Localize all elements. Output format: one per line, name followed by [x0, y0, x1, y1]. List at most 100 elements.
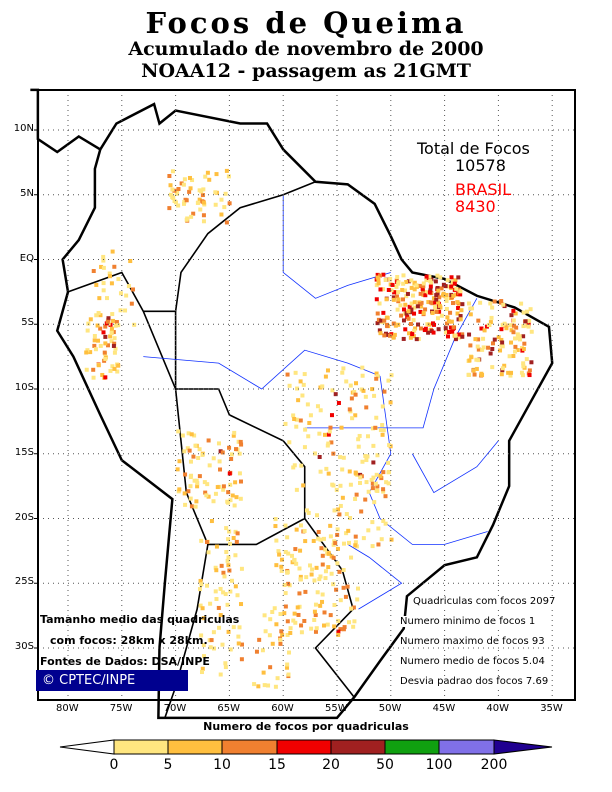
fire-cell: [224, 220, 229, 225]
fire-cell: [363, 453, 368, 458]
fire-cell: [382, 389, 387, 394]
fire-cell: [124, 293, 129, 298]
grid-size-note-2: com focos: 28km x 28km.: [50, 634, 208, 647]
fire-cell: [260, 648, 265, 653]
fire-cell: [338, 483, 343, 488]
fire-cell: [527, 373, 532, 378]
fire-cell: [521, 364, 526, 369]
fire-cell: [448, 310, 453, 315]
fire-cell: [445, 278, 450, 283]
fire-cell: [401, 273, 406, 278]
fire-cell: [439, 286, 444, 291]
fire-cell: [499, 337, 504, 342]
fire-cell: [323, 547, 328, 552]
fire-cell: [102, 350, 107, 355]
fire-cell: [403, 327, 408, 332]
fire-cell: [287, 383, 292, 388]
fire-cell: [262, 613, 267, 618]
fire-cell: [227, 529, 232, 534]
fire-cell: [287, 440, 292, 445]
fire-cell: [386, 481, 391, 486]
fire-cell: [437, 309, 442, 314]
fire-cell: [430, 311, 435, 316]
fire-cell: [391, 297, 396, 302]
fire-cell: [85, 328, 90, 333]
fire-cell: [107, 271, 112, 276]
fire-cell: [237, 625, 242, 630]
fire-cell: [88, 350, 93, 355]
fire-cell: [434, 309, 439, 314]
fire-cell: [194, 478, 199, 483]
fire-cell: [108, 334, 113, 339]
fire-cell: [496, 335, 501, 340]
fire-cell: [511, 318, 516, 323]
fire-cell: [476, 358, 481, 363]
fire-cell: [116, 363, 121, 368]
fire-cell: [435, 316, 440, 321]
fire-cell: [207, 177, 212, 182]
fire-cell: [433, 304, 438, 309]
fire-cell: [336, 400, 341, 405]
fire-cell: [511, 308, 516, 313]
fire-cell: [359, 509, 364, 514]
fire-cell: [357, 433, 362, 438]
fire-cell: [168, 192, 173, 197]
fire-cell: [254, 649, 259, 654]
fire-cell: [374, 371, 379, 376]
fire-cell: [320, 553, 325, 558]
fire-cell: [279, 568, 284, 573]
fire-cell: [354, 492, 359, 497]
fire-cell: [200, 193, 205, 198]
fire-cell: [486, 323, 491, 328]
fire-cell: [339, 425, 344, 430]
fire-cell: [458, 292, 463, 297]
fire-cell: [111, 318, 116, 323]
fire-cell: [204, 493, 209, 498]
fire-cell: [380, 404, 385, 409]
fire-cell: [98, 313, 103, 318]
copyright-badge: © CPTEC/INPE: [36, 670, 188, 691]
fire-cell: [201, 643, 206, 648]
fire-cell: [239, 442, 244, 447]
fire-cell: [320, 562, 325, 567]
fire-cell: [467, 332, 472, 337]
fire-cell: [386, 460, 391, 465]
fire-cell: [370, 426, 375, 431]
fire-cell: [184, 198, 189, 203]
fire-cell: [180, 433, 185, 438]
fire-cell: [447, 329, 452, 334]
fire-cell: [226, 500, 231, 505]
fire-cell: [322, 623, 327, 628]
fire-cell: [344, 531, 349, 536]
fire-cell: [341, 455, 346, 460]
fire-cell: [189, 214, 194, 219]
fire-cell: [219, 212, 224, 217]
fire-cell: [130, 287, 135, 292]
fire-cell: [229, 578, 234, 583]
fire-cell: [283, 421, 288, 426]
fire-cell: [85, 348, 90, 353]
fire-cell: [386, 470, 391, 475]
fire-cell: [433, 300, 438, 305]
fire-cell: [453, 278, 458, 283]
fire-cell: [437, 303, 442, 308]
colorbar-label: 20: [322, 757, 340, 773]
fire-cell: [181, 182, 186, 187]
fire-cell: [513, 344, 518, 349]
fire-cell: [394, 284, 399, 289]
fire-cell: [313, 613, 318, 618]
fire-cell: [511, 323, 516, 328]
fire-cell: [312, 617, 317, 622]
fire-cell: [286, 672, 291, 677]
fire-cell: [298, 548, 303, 553]
total-label: Total de Focos: [417, 139, 530, 158]
fire-cell: [391, 321, 396, 326]
fire-cell: [328, 523, 333, 528]
fire-cell: [92, 338, 97, 343]
fire-cell: [521, 324, 526, 329]
fire-cell: [434, 293, 439, 298]
fire-cell: [375, 272, 380, 277]
fire-cell: [285, 619, 290, 624]
fire-cell: [177, 459, 182, 464]
fire-cell: [450, 282, 455, 287]
